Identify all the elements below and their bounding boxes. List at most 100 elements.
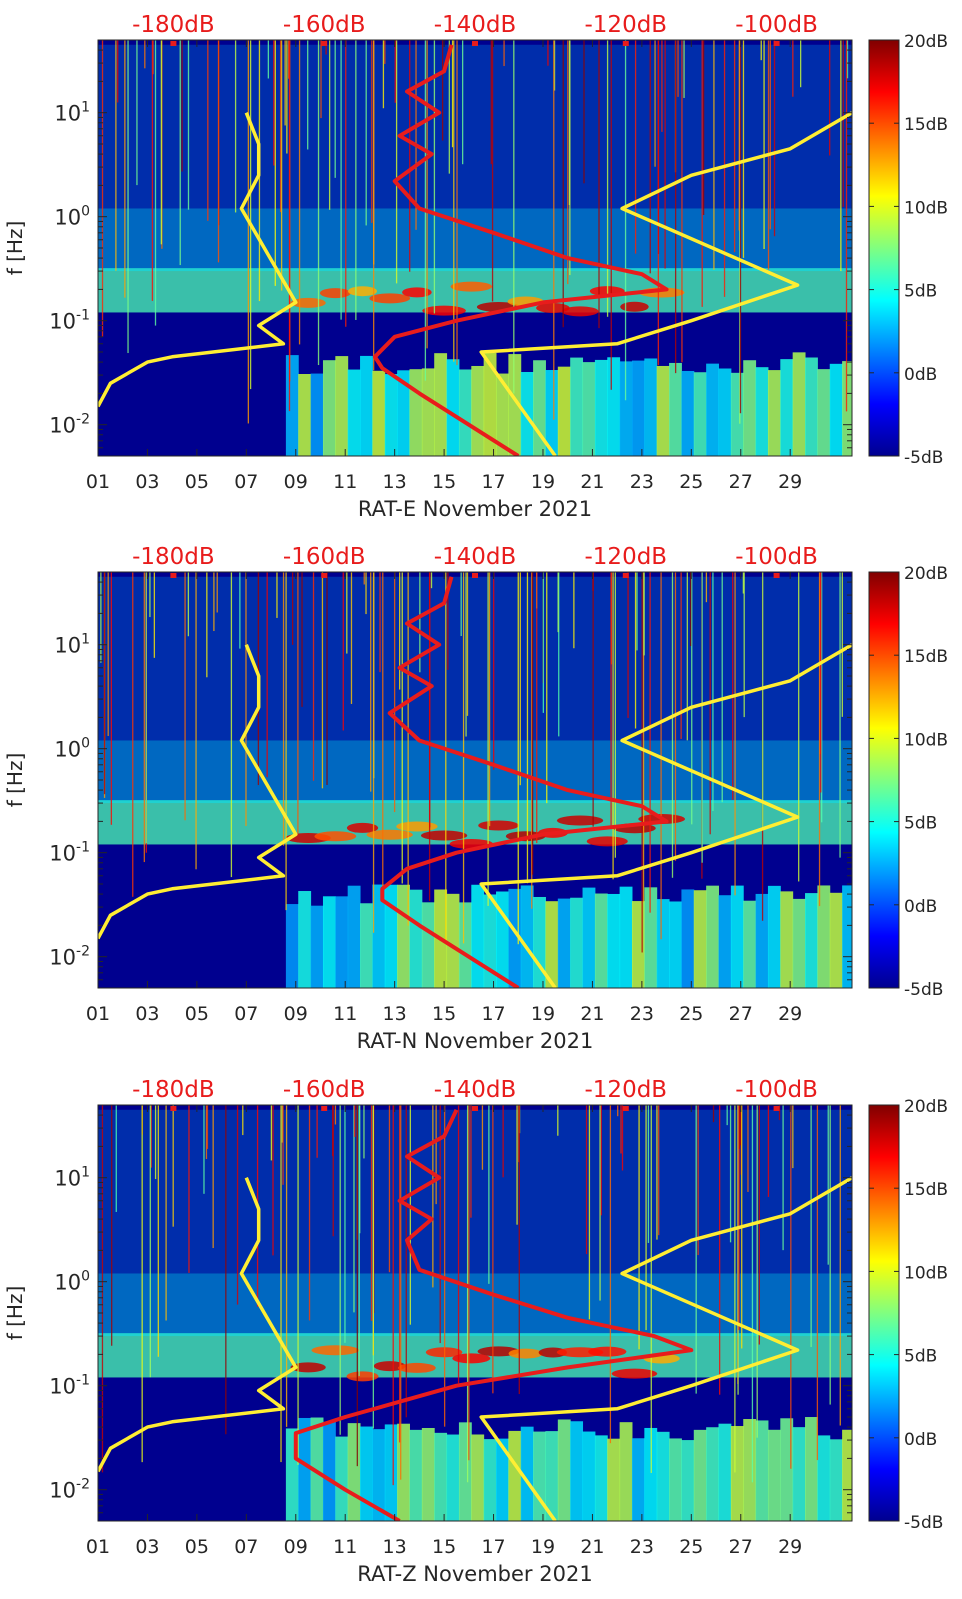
top-db-marker: [321, 573, 328, 578]
transient-streak: [301, 572, 303, 707]
storm-blob: [508, 1348, 543, 1359]
transient-streak: [379, 572, 381, 673]
spectrogram-heatmap: [98, 40, 852, 456]
transient-streak: [488, 1105, 490, 1284]
lowfreq-block: [681, 889, 695, 988]
transient-streak: [542, 572, 545, 713]
x-tick-label: 19: [531, 1003, 555, 1025]
lowfreq-block: [471, 365, 485, 456]
transient-streak: [558, 572, 560, 737]
transient-streak: [642, 572, 645, 902]
transient-streak: [205, 1105, 208, 1159]
transient-streak: [568, 40, 571, 205]
transient-streak: [840, 40, 842, 272]
lowfreq-block: [730, 885, 744, 988]
lowfreq-block: [384, 374, 398, 456]
transient-streak: [513, 40, 515, 394]
transient-streak: [634, 40, 637, 254]
transient-streak: [641, 572, 643, 953]
transient-streak: [691, 572, 693, 825]
transient-streak: [686, 572, 688, 741]
x-tick-label: 05: [185, 1536, 209, 1558]
transient-streak: [291, 572, 294, 645]
transient-streak: [839, 1105, 841, 1426]
transient-streak: [216, 572, 218, 613]
energy-band-3: [98, 576, 852, 741]
transient-streak: [384, 40, 386, 64]
storm-blob: [396, 821, 438, 832]
transient-streak: [281, 1105, 283, 1143]
lowfreq-block: [829, 1439, 843, 1521]
lowfreq-block: [421, 368, 435, 456]
transient-streak: [345, 40, 347, 327]
lowfreq-block: [817, 1435, 831, 1521]
lowfreq-block: [817, 369, 831, 456]
transient-streak: [742, 40, 745, 258]
x-tick-label: 07: [234, 1003, 258, 1025]
transient-streak: [737, 1105, 739, 1395]
transient-streak: [350, 572, 353, 704]
transient-streak: [297, 1105, 299, 1465]
transient-streak: [149, 1105, 151, 1378]
transient-streak: [448, 40, 450, 174]
noise-model-low: [98, 644, 298, 940]
transient-streak: [401, 572, 403, 884]
lowfreq-block: [557, 898, 571, 988]
transient-streak: [460, 572, 462, 637]
lowfreq-block: [421, 902, 435, 988]
transient-streak: [407, 572, 409, 926]
lowfreq-block: [805, 893, 818, 988]
transient-streak: [739, 40, 742, 414]
transient-streak: [600, 1105, 602, 1216]
lowfreq-block: [607, 893, 621, 988]
x-tick-label: 13: [383, 1003, 407, 1025]
noise-model-high: [479, 1176, 852, 1521]
colorbar-label: 15dB: [904, 115, 948, 135]
transient-streak: [769, 40, 771, 230]
y-tick-label: 101: [54, 100, 90, 126]
transient-streak: [184, 572, 186, 821]
transient-streak: [664, 40, 666, 269]
x-axis-label: RAT-N November 2021: [357, 1029, 594, 1053]
y-axis-label: f [Hz]: [3, 1286, 27, 1341]
transient-streak: [282, 572, 285, 846]
lowfreq-block: [829, 363, 843, 456]
transient-streak: [800, 40, 802, 88]
x-tick-label: 11: [333, 1536, 357, 1558]
lowfreq-block: [644, 1427, 658, 1521]
transient-streak: [491, 40, 494, 302]
transient-streak: [370, 1105, 373, 1321]
energy-band-3: [98, 44, 852, 209]
transient-streak: [213, 572, 215, 632]
transient-streak: [206, 1105, 209, 1149]
transient-streak: [674, 40, 677, 374]
lowfreq-block: [767, 370, 781, 456]
transient-streak: [276, 572, 278, 618]
transient-streak: [101, 1105, 104, 1473]
transient-streak: [492, 1105, 494, 1394]
transient-streak: [732, 572, 734, 800]
transient-streak: [656, 1105, 658, 1240]
y-tick-label: 10-1: [49, 840, 90, 866]
transient-streak: [487, 572, 489, 906]
transient-streak: [344, 1105, 346, 1343]
noise-model-high: [479, 111, 852, 456]
lowfreq-block: [743, 1419, 757, 1521]
x-tick-label: 25: [679, 471, 703, 493]
top-db-label: -160dB: [283, 12, 366, 38]
top-db-marker: [170, 41, 177, 46]
colorbar-label: 15dB: [904, 647, 948, 667]
lowfreq-block: [471, 884, 485, 988]
transient-streak: [285, 572, 287, 911]
transient-streak: [638, 1105, 640, 1350]
transient-streak: [382, 40, 385, 109]
colorbar: [868, 571, 900, 989]
x-tick-label: 19: [531, 471, 555, 493]
noise-model-low: [98, 1177, 298, 1473]
lowfreq-block: [730, 1426, 744, 1521]
transient-streak: [713, 40, 715, 270]
transient-streak: [585, 1105, 588, 1255]
lowfreq-block: [631, 1438, 645, 1521]
transient-streak: [712, 1105, 715, 1123]
energy-band-3: [98, 1109, 852, 1274]
